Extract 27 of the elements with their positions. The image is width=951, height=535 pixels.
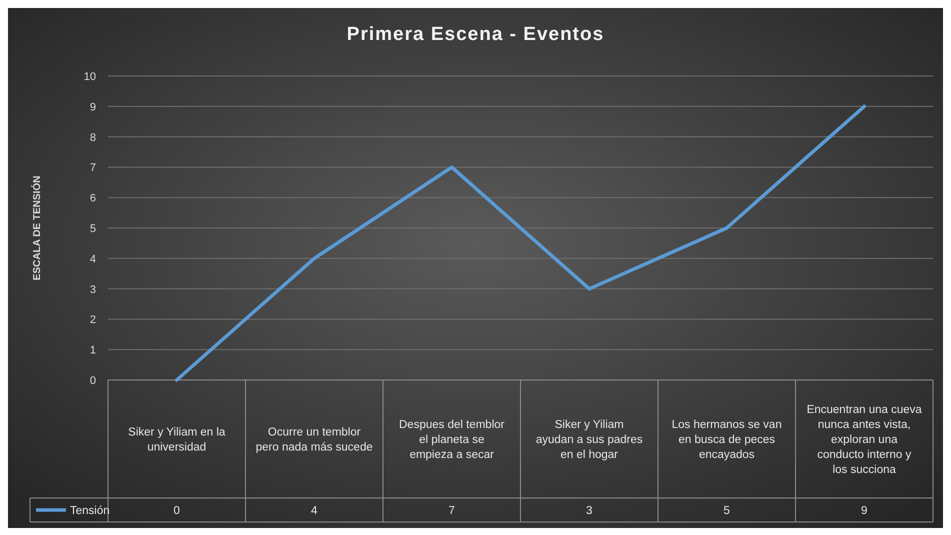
x-tick-label: Siker y Yiliam ayudan a sus padres en el hogar [536, 419, 643, 461]
y-tick-label: 3 [90, 284, 96, 296]
data-label: 5 [724, 505, 730, 517]
y-tick-label: 7 [90, 162, 96, 174]
y-axis-title: ESCALA DE TENSIÓN [31, 176, 43, 280]
legend-label: Tensión [70, 505, 110, 517]
y-tick-label: 6 [90, 192, 96, 205]
y-tick-label: 10 [84, 71, 96, 83]
data-label: 9 [861, 505, 868, 517]
line-series [175, 104, 866, 382]
data-label: 3 [586, 505, 592, 517]
x-tick-label: Siker y Yiliam en la universidad [128, 426, 226, 454]
y-tick-label: 2 [90, 314, 96, 326]
y-tick-label: 9 [90, 101, 96, 114]
y-tick-label: 5 [90, 223, 96, 235]
y-tick-label: 8 [90, 132, 96, 144]
x-tick-label: Encuentran una cueva nunca antes vista, exploran una conducto interno y los succiona [806, 404, 922, 476]
data-label: 0 [174, 505, 180, 517]
x-tick-label: Ocurre un temblor pero nada más sucede [256, 426, 373, 454]
data-label: 7 [448, 505, 455, 517]
x-tick-label: Los hermanos se van en busca de peces encayados [672, 419, 782, 461]
chart-title: Primera Escena - Eventos [346, 24, 604, 45]
y-tick-label: 1 [90, 344, 96, 357]
x-tick-label: Despues del temblor el planeta se empieza a secar [399, 419, 505, 461]
y-tick-label: 0 [90, 375, 96, 387]
y-tick-label: 4 [90, 253, 96, 266]
data-label: 4 [311, 505, 318, 517]
